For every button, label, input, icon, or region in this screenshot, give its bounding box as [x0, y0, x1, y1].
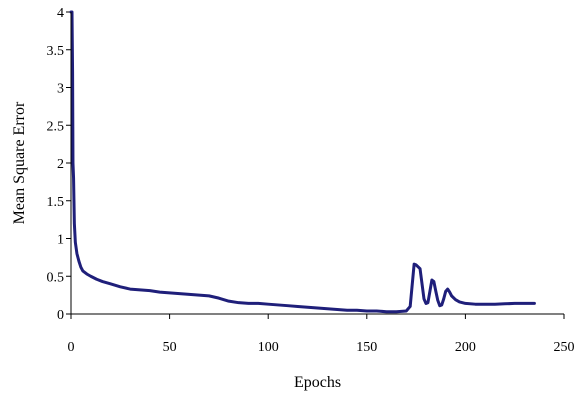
y-tick-label: 1.5	[47, 195, 65, 210]
series-line-mse	[69, 10, 536, 314]
y-tick-label: 0.5	[47, 270, 65, 285]
y-tick-label: 1	[57, 233, 64, 248]
ticks-layer: 0 50 100 150 200 250 0 0.5 1 1.5 2 2.5 3 3.5 4	[47, 6, 575, 355]
y-tick-label: 4	[57, 6, 64, 21]
x-tick-label: 100	[258, 340, 279, 355]
y-tick-label: 3	[57, 82, 64, 97]
y-tick-label: 2.5	[47, 119, 65, 134]
y-tick-label: 0	[57, 308, 64, 323]
x-axis-title: Epochs	[294, 374, 341, 391]
x-tick-label: 250	[554, 340, 575, 355]
x-tick-label: 50	[163, 340, 177, 355]
y-tick-label: 2	[57, 157, 64, 172]
y-axis-title: Mean Square Error	[11, 101, 28, 224]
x-tick-label: 150	[356, 340, 377, 355]
y-tick-label: 3.5	[47, 44, 65, 59]
x-tick-label: 0	[68, 340, 75, 355]
x-tick-label: 200	[455, 340, 476, 355]
